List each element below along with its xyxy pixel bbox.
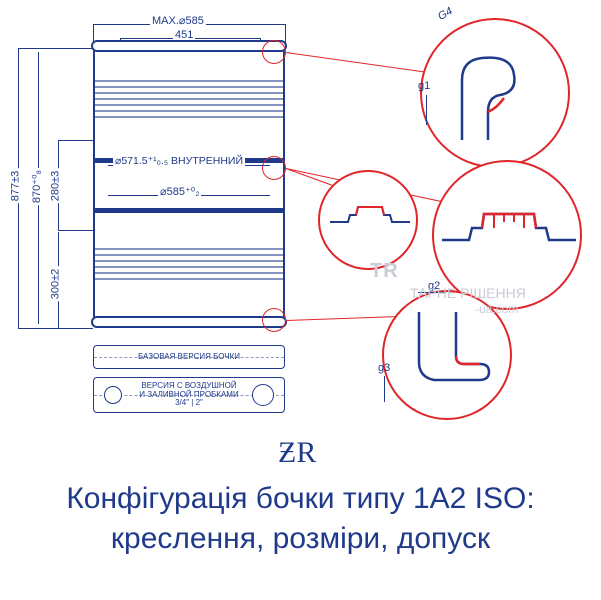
barrel-rib [93,92,285,94]
ext [18,48,93,49]
dim-870-label: 870⁺⁰₈ [30,168,43,205]
version-plugs-l3: 3/4" | 2" [175,399,203,408]
barrel-top-rim [91,40,287,52]
barrel-rib [93,86,285,88]
g3-dimline [384,376,385,402]
title-line-1: Конфігурація бочки типу 1A2 ISO: [0,482,601,517]
version-base-box: БАЗОВАЯ ВЕРСИЯ БОЧКИ [93,345,285,369]
ext [18,328,93,329]
barrel-rib [93,254,285,256]
detail-top-rim-svg [422,20,572,170]
callout-source-bot [262,308,286,332]
ext [58,230,93,231]
barrel-hoop [93,208,285,213]
callout-source-top [262,40,286,64]
barrel-rib [93,104,285,106]
barrel-bottom-rim [91,316,287,328]
barrel-rib [93,278,285,280]
logo-mark: ƵR [278,436,316,470]
version-plugs-box: ВЕРСИЯ С ВОЗДУШНОЙ И ЗАЛИВНОЙ ПРОБКАМИ 3… [93,377,285,413]
bung-large-icon [252,384,274,406]
g1-dimline [426,95,427,125]
watermark-url: -ua.com [475,302,518,316]
barrel-rib [93,116,285,118]
barrel-rib [93,98,285,100]
callout-source-mid [262,156,286,180]
divider [94,357,284,358]
dim-877-label: 877±3 [9,169,21,204]
dim-280-label: 280±3 [49,169,61,204]
g3-label: g3 [378,362,390,374]
dim-585-label: ⌀585⁺⁰₂ [158,185,201,198]
barrel-rib [93,248,285,250]
bung-small-icon [104,386,122,404]
barrel-rib [93,272,285,274]
g1-label: g1 [418,80,430,92]
dim-inner-dia-label: ⌀571.5⁺¹₀.₅ ВНУТРЕННИЙ [113,155,245,167]
dim-max-dia-label: MAX.⌀585 [150,14,206,27]
watermark-text: ТАРНЕ РІШЕННЯ [410,285,526,301]
dim-300-label: 300±2 [49,267,61,302]
barrel-rib [93,110,285,112]
detail-top-rim [420,18,570,168]
detail-hoop-small-svg [320,172,420,272]
title-line-2: креслення, розміри, допуск [0,522,601,557]
barrel-rib [93,80,285,82]
ext [58,140,93,141]
leader-line [286,52,427,73]
barrel-drawing [93,40,285,328]
barrel-rib [93,266,285,268]
detail-hoop-small [318,170,418,270]
barrel-rib [93,260,285,262]
